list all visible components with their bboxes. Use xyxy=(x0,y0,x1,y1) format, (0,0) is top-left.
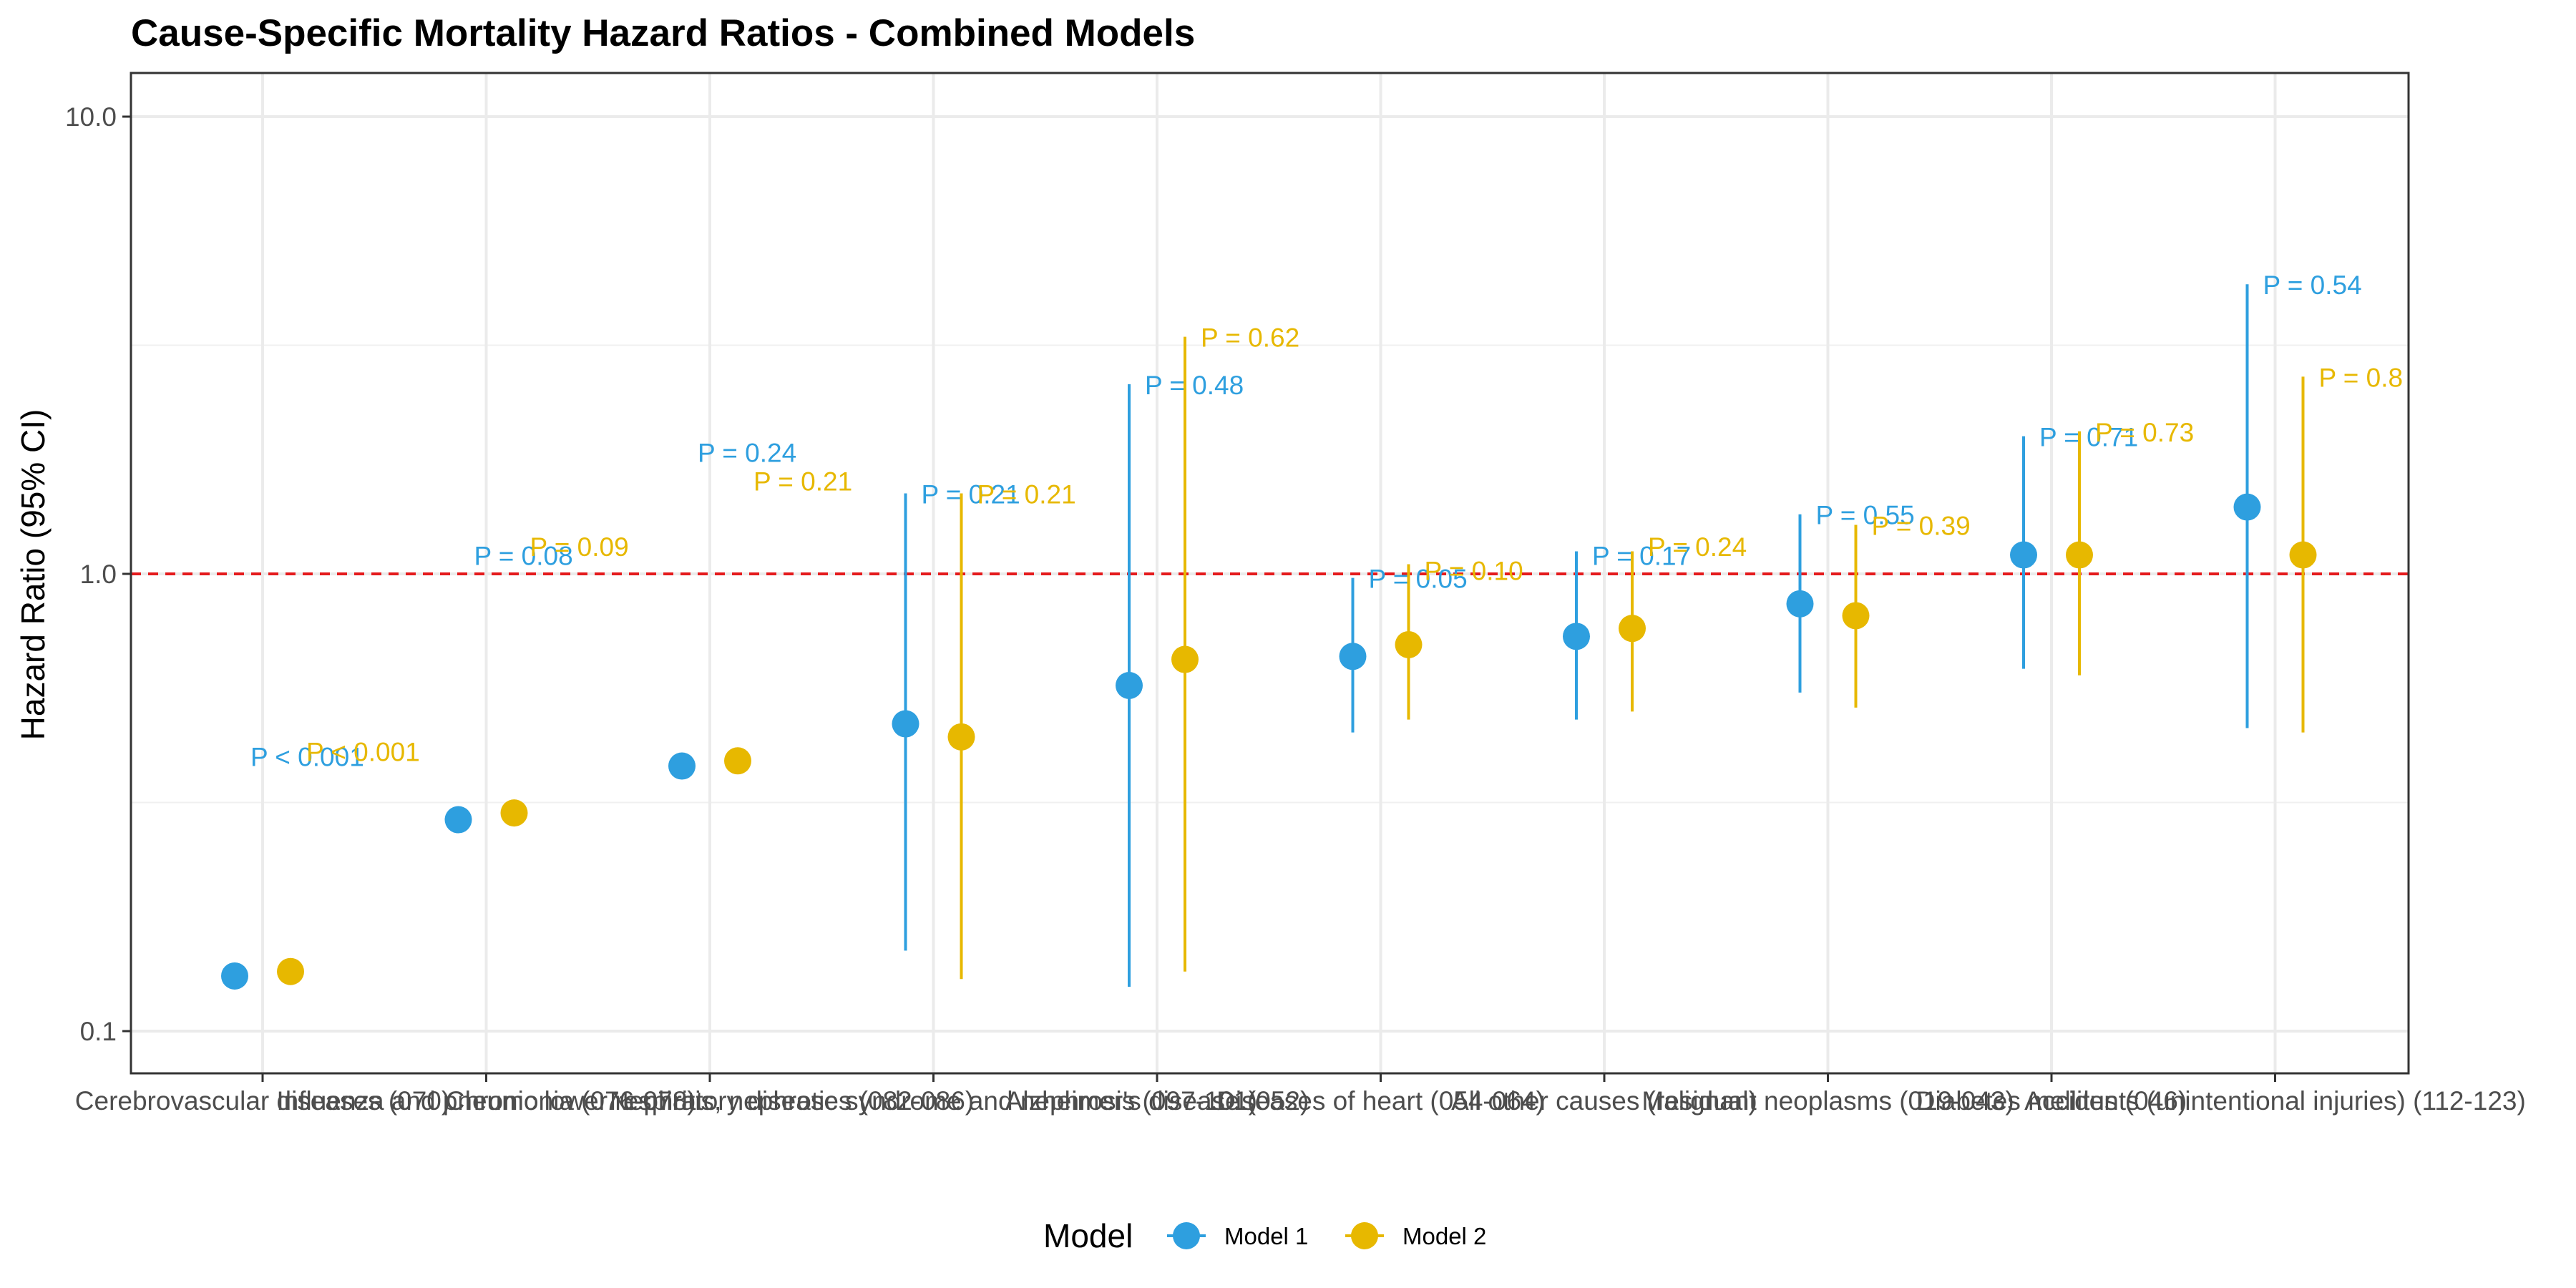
p-value-label: P < 0.001 xyxy=(250,742,364,771)
data-point xyxy=(724,747,751,775)
data-point xyxy=(2066,541,2093,569)
x-tick-label: All other causes (residual) xyxy=(1451,1086,1757,1116)
data-point xyxy=(500,799,528,827)
p-value-label: P = 0.05 xyxy=(1369,565,1468,594)
legend-title: Model xyxy=(1043,1217,1133,1254)
p-value-label: P = 0.21 xyxy=(977,479,1076,509)
data-point xyxy=(1171,645,1199,673)
legend-key-point xyxy=(1351,1222,1378,1249)
p-value-label: P = 0.48 xyxy=(1145,371,1244,400)
data-point xyxy=(1563,623,1590,650)
plot-border xyxy=(130,72,2410,1075)
x-tick-label: Nephritis, nephrotic syndrome and nephro… xyxy=(610,1086,1257,1116)
x-tick-label: Cerebrovascular diseases (070) xyxy=(75,1086,450,1116)
data-point xyxy=(2233,493,2261,521)
p-value-label: P = 0.17 xyxy=(1592,542,1691,571)
x-tick-label: Diabetes mellitus (046) xyxy=(1916,1086,2187,1116)
data-point xyxy=(221,962,248,990)
data-point xyxy=(444,806,472,834)
y-tick-label: 1.0 xyxy=(80,560,117,589)
p-value-label: P = 0.09 xyxy=(530,532,629,562)
legend-label: Model 1 xyxy=(1224,1223,1308,1249)
p-value-label: P = 0.62 xyxy=(1201,323,1299,353)
plot-area: 0.1 1.0 10.0 Cerebrovascular diseases (070)… xyxy=(65,72,2526,1116)
x-tick-label: Diseases of heart (054-064) xyxy=(1216,1086,1545,1116)
y-tick-label: 0.1 xyxy=(80,1017,117,1046)
p-value-label: P = 0.8 xyxy=(2319,363,2404,392)
data-point xyxy=(1339,643,1367,670)
p-value-label: P = 0.71 xyxy=(2039,423,2138,452)
x-tick-label: Malignant neoplasms (019-043) xyxy=(1641,1086,2014,1116)
p-value-label: P = 0.10 xyxy=(1425,557,1523,586)
data-point xyxy=(1619,615,1646,643)
data-point xyxy=(2289,541,2317,569)
p-value-label: P = 0.55 xyxy=(1816,501,1915,530)
x-tick-label: Alzheimer's disease (052) xyxy=(1005,1086,1309,1116)
p-value-label: P = 0.24 xyxy=(1648,532,1747,562)
y-tick-label: 10.0 xyxy=(65,102,117,132)
p-value-label: P = 0.08 xyxy=(474,542,573,571)
x-tick-label: Influenza and pneumonia (076-078) xyxy=(276,1086,696,1116)
x-tick-label: Chronic lower respiratory diseases (082-… xyxy=(446,1086,974,1116)
p-value-label: P = 0.21 xyxy=(922,479,1020,509)
p-value-label: P = 0.21 xyxy=(753,467,852,497)
data-point xyxy=(1395,630,1423,658)
data-point xyxy=(1842,602,1870,630)
data-point xyxy=(892,710,919,738)
x-tick-label: Accidents (unintentional injuries) (112-… xyxy=(2024,1086,2526,1116)
p-value-label: P < 0.001 xyxy=(306,737,420,766)
p-value-label: P = 0.54 xyxy=(2263,270,2362,300)
y-axis-title: Hazard Ratio (95% CI) xyxy=(14,409,52,741)
p-value-label: P = 0.73 xyxy=(2095,418,2194,447)
data-point xyxy=(668,752,696,780)
data-point xyxy=(2010,541,2037,569)
data-point xyxy=(947,723,975,751)
data-point xyxy=(277,957,304,985)
p-value-label: P = 0.39 xyxy=(1872,511,1971,540)
legend-key-point xyxy=(1173,1222,1200,1249)
data-point xyxy=(1786,590,1814,618)
legend: Model Model 1 Model 2 xyxy=(1043,1217,1486,1254)
p-value-label: P = 0.24 xyxy=(698,438,796,467)
legend-label: Model 2 xyxy=(1402,1223,1486,1249)
data-point xyxy=(1116,671,1143,699)
chart-title: Cause-Specific Mortality Hazard Ratios -… xyxy=(131,12,1195,54)
